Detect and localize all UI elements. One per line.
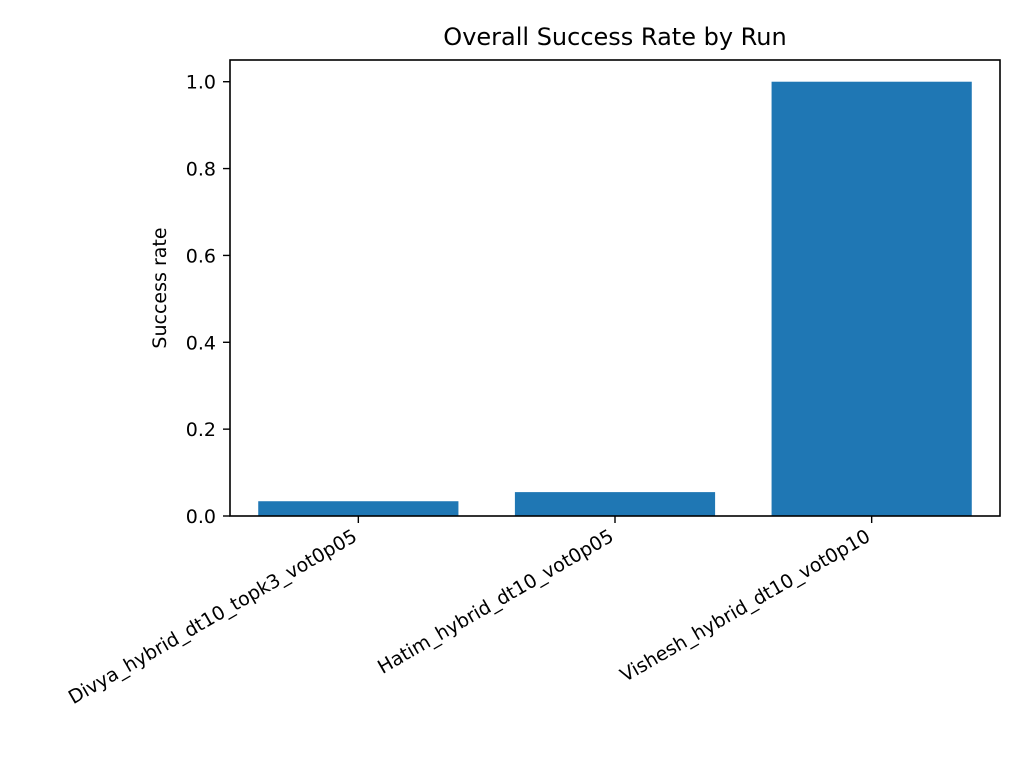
y-tick-label: 0.4 <box>186 332 216 354</box>
bar-3 <box>771 81 972 516</box>
chart-title: Overall Success Rate by Run <box>443 23 786 51</box>
x-tick-label: Divya_hybrid_dt10_topk3_vot0p05 <box>65 525 361 709</box>
bar-1 <box>258 501 459 516</box>
x-tick-label: Vishesh_hybrid_dt10_vot0p10 <box>617 525 875 686</box>
x-tick-label: Hatim_hybrid_dt10_vot0p05 <box>374 525 618 678</box>
y-tick-label: 0.0 <box>186 506 216 528</box>
y-tick-label: 0.6 <box>186 245 216 267</box>
y-tick-label: 1.0 <box>186 72 216 94</box>
y-tick-label: 0.2 <box>186 419 216 441</box>
y-tick-label: 0.8 <box>186 159 216 181</box>
plot-frame <box>229 59 1001 517</box>
y-axis-label: Success rate <box>149 227 171 348</box>
bar-2 <box>514 492 716 516</box>
